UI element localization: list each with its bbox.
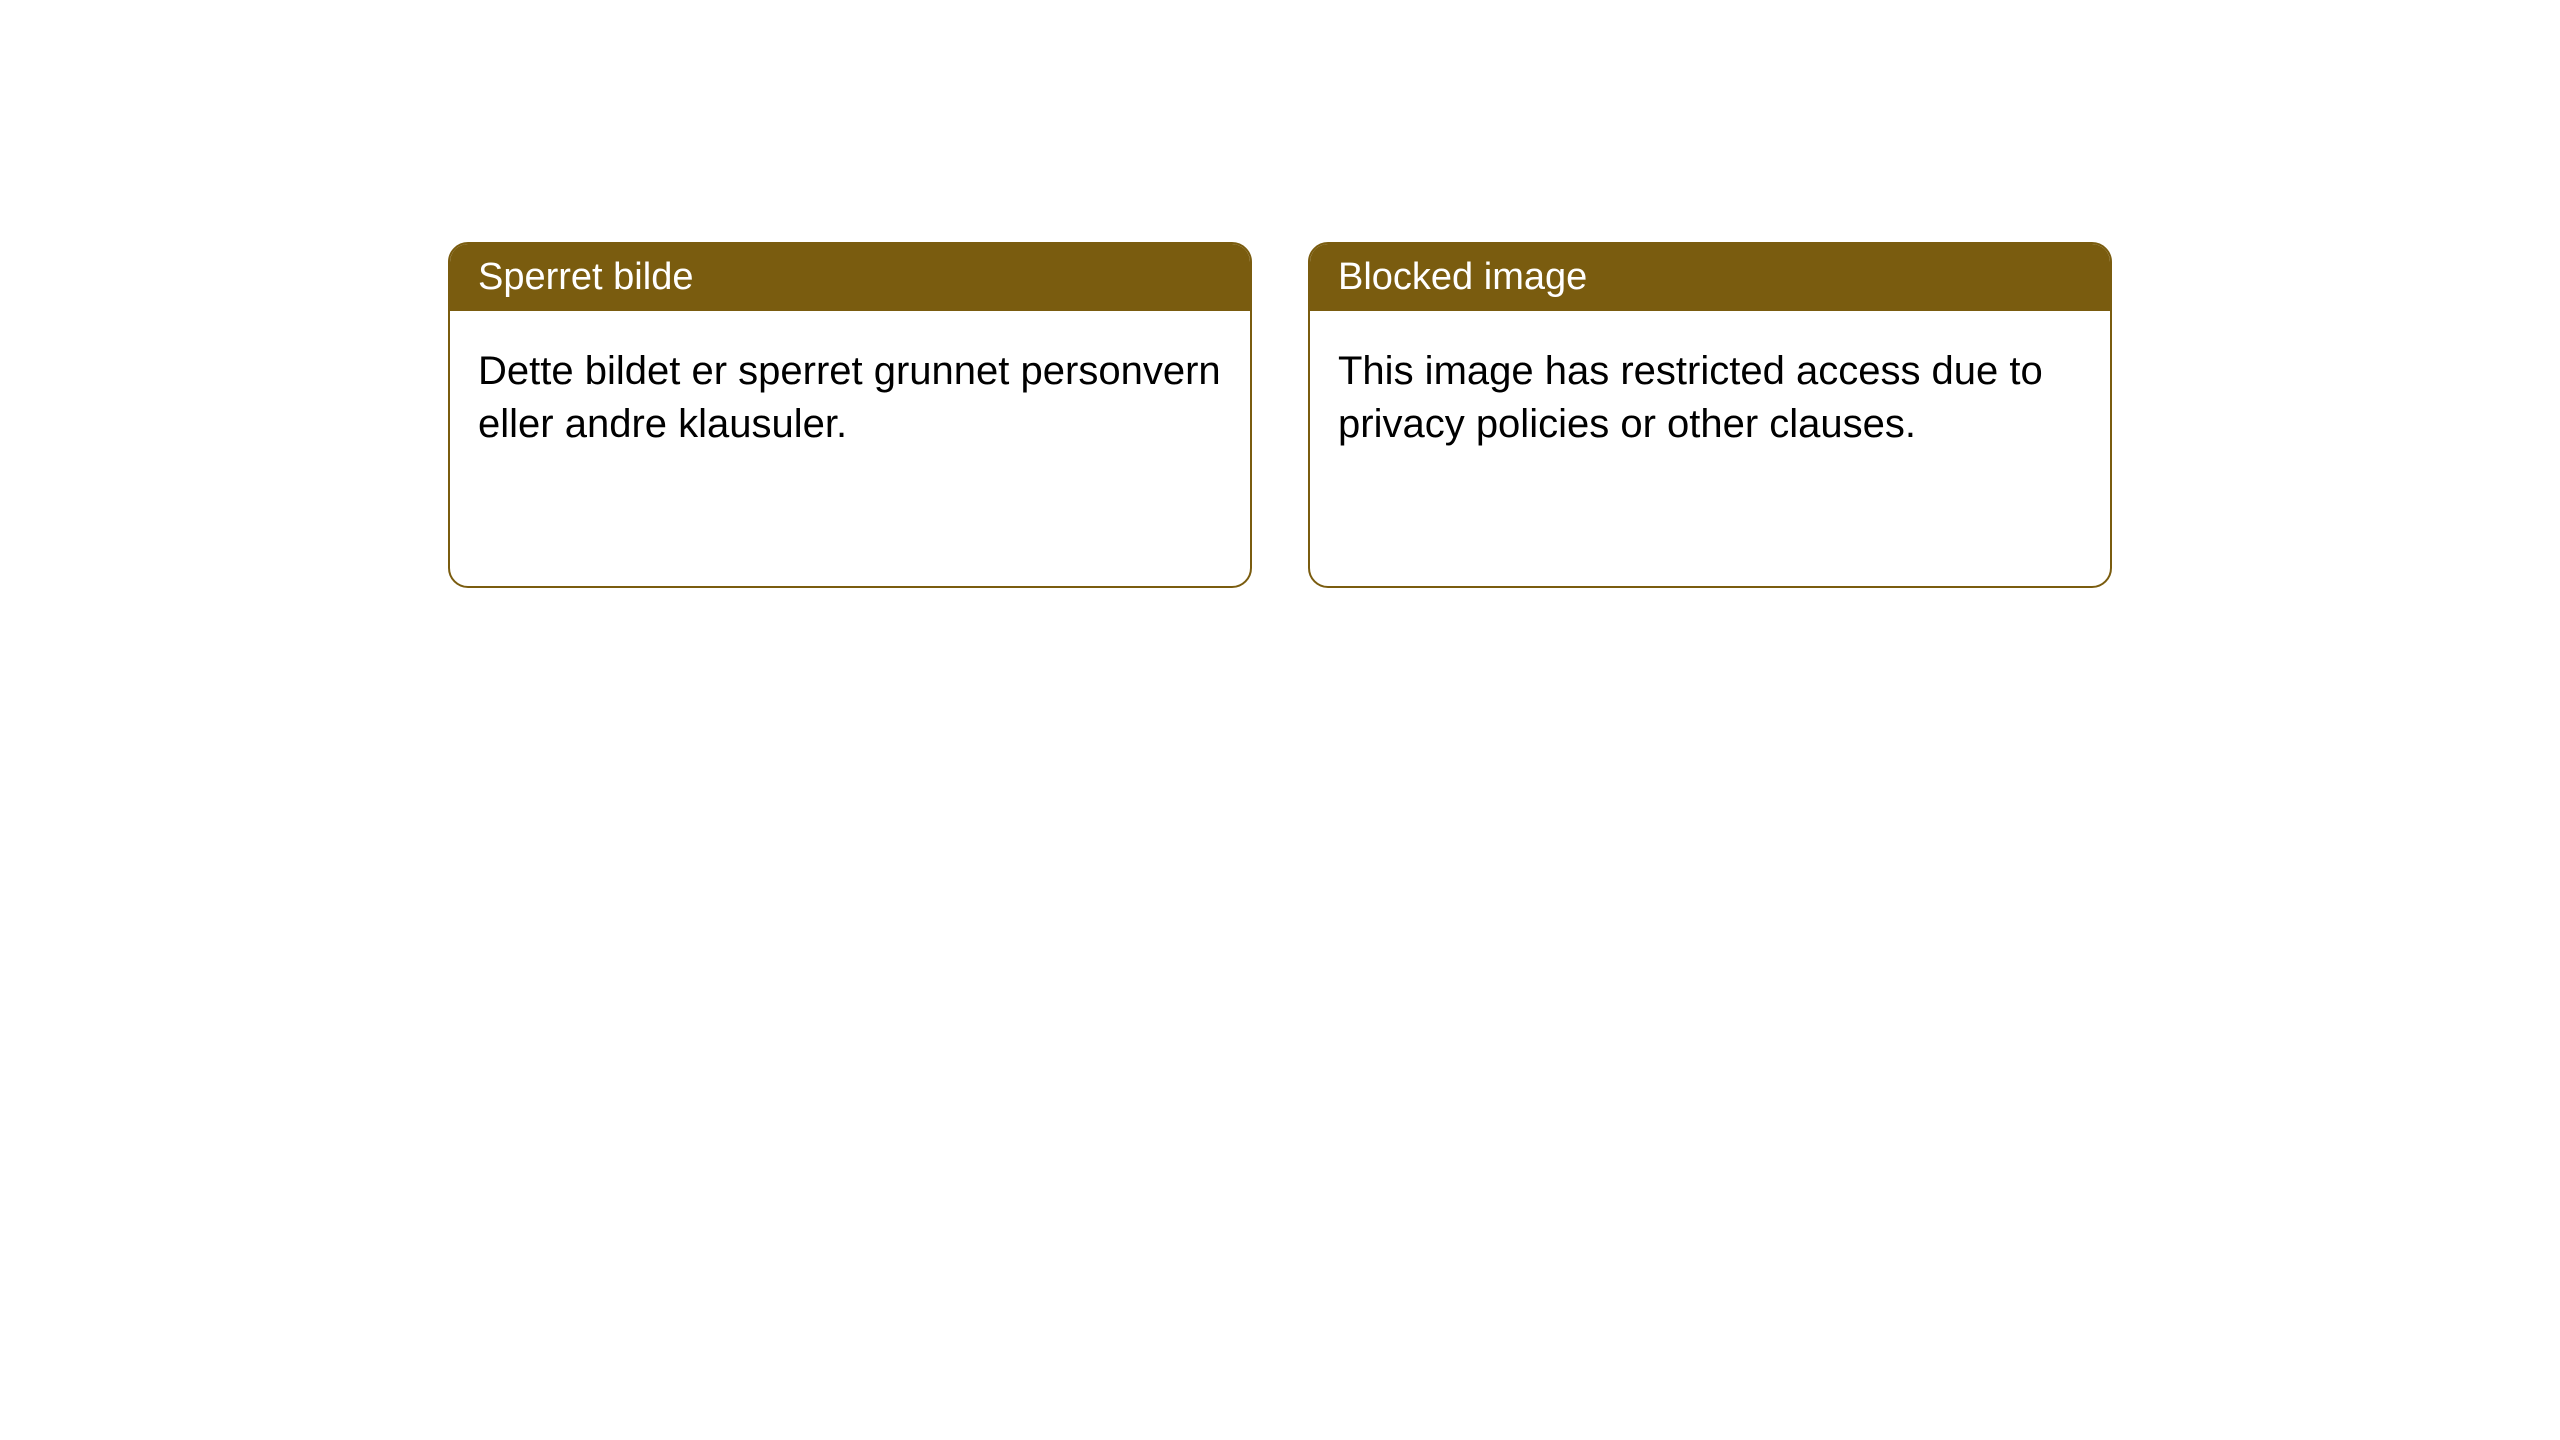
notice-body: This image has restricted access due to … xyxy=(1310,311,2110,586)
notice-box-norwegian: Sperret bilde Dette bildet er sperret gr… xyxy=(448,242,1252,588)
notices-container: Sperret bilde Dette bildet er sperret gr… xyxy=(0,0,2560,588)
notice-box-english: Blocked image This image has restricted … xyxy=(1308,242,2112,588)
notice-header: Blocked image xyxy=(1310,244,2110,311)
notice-body: Dette bildet er sperret grunnet personve… xyxy=(450,311,1250,586)
notice-header: Sperret bilde xyxy=(450,244,1250,311)
